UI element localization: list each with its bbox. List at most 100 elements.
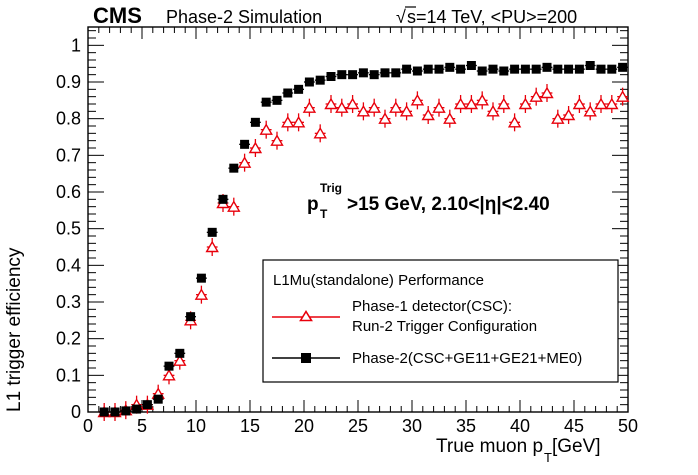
data-point-phase1 — [173, 354, 187, 366]
x-axis-title-unit: [GeV] — [552, 436, 601, 457]
axes: 0 5 10 15 20 25 30 35 40 45 50 0 0.1 0.2 0.3 0.4 0.5 0.6 0… — [56, 27, 638, 436]
data-point-phase1 — [551, 112, 565, 124]
data-point-phase1 — [605, 97, 619, 110]
data-point-phase2 — [207, 227, 217, 237]
y-tick-label: 1 — [71, 35, 81, 55]
y-tick-label: 0.1 — [56, 365, 81, 385]
data-point-phase2 — [423, 64, 433, 74]
data-point-phase1 — [443, 112, 457, 124]
data-point-phase1 — [227, 200, 241, 212]
legend-box — [262, 259, 619, 383]
legend-phase1-label-1: Phase-1 detector(CSC): — [352, 298, 512, 315]
y-tick-label: 0 — [71, 402, 81, 422]
legend-phase1-label-2: Run-2 Trigger Configuration — [352, 318, 537, 335]
data-point-phase2 — [499, 66, 509, 76]
data-point-phase1 — [194, 288, 209, 300]
data-point-phase2 — [261, 97, 271, 107]
data-point-phase2 — [186, 312, 196, 322]
data-point-phase1 — [291, 115, 306, 128]
data-point-phase2 — [412, 66, 422, 76]
data-point-phase2 — [250, 117, 260, 127]
data-point-phase1 — [421, 108, 435, 121]
annotation-cut: >15 GeV, 2.10<|η|<2.40 — [347, 194, 550, 215]
data-point-phase2 — [315, 75, 325, 85]
data-point-phase2 — [304, 77, 314, 87]
legend-phase2-label: Phase-2(CSC+GE11+GE21+ME0) — [352, 350, 582, 367]
data-point-phase2 — [510, 64, 520, 74]
data-point-phase2 — [132, 404, 142, 414]
data-point-phase2 — [542, 62, 552, 72]
header: CMS Phase-2 Simulation √ s=14 TeV, <PU>=… — [93, 3, 577, 28]
data-point-phase1 — [615, 90, 630, 102]
data-point-phase2 — [294, 84, 304, 94]
data-point-phase1 — [324, 97, 338, 110]
legend-phase1-marker — [299, 309, 313, 322]
y-tick-label: 0.2 — [56, 329, 81, 349]
x-tick-label: 30 — [402, 416, 422, 436]
data-point-phase2 — [402, 64, 412, 74]
x-axis-title: True muon p T [GeV] — [436, 436, 601, 465]
data-point-phase2 — [466, 61, 476, 70]
data-point-phase2 — [326, 72, 336, 81]
x-tick-label: 15 — [240, 416, 260, 436]
y-tick-label: 0.3 — [56, 292, 81, 312]
data-point-phase2 — [110, 407, 120, 417]
data-point-phase1 — [529, 90, 543, 102]
series-phase2 — [98, 61, 628, 417]
annotation-subscript: T — [320, 207, 328, 221]
data-point-phase1 — [399, 104, 414, 117]
data-point-phase1 — [507, 115, 522, 128]
data-point-phase2 — [358, 68, 368, 78]
x-tick-label: 50 — [618, 416, 638, 436]
data-point-phase1 — [486, 104, 500, 117]
data-point-phase1 — [313, 126, 327, 139]
data-point-phase2 — [434, 64, 444, 74]
data-point-phase1 — [302, 101, 317, 113]
legend-phase2-marker — [301, 353, 311, 363]
x-axis-title-subscript: T — [544, 450, 552, 465]
data-point-phase1 — [270, 134, 284, 146]
data-point-phase2 — [607, 64, 617, 74]
data-point-phase2 — [142, 400, 152, 410]
data-point-phase2 — [445, 62, 455, 72]
data-point-phase1 — [162, 368, 176, 381]
data-point-phase1 — [518, 97, 533, 110]
simulation-label: Phase-2 Simulation — [166, 7, 322, 27]
data-point-phase1 — [389, 101, 403, 113]
data-point-phase1 — [345, 97, 360, 110]
data-point-phase2 — [520, 64, 530, 74]
data-point-phase1 — [259, 123, 273, 135]
data-point-phase2 — [488, 64, 498, 74]
data-point-phase2 — [196, 273, 206, 283]
data-point-phase1 — [432, 101, 446, 113]
data-point-phase2 — [369, 70, 379, 80]
y-axis-title: L1 trigger efficiency — [4, 247, 25, 412]
data-point-phase1 — [237, 156, 252, 168]
legend: L1Mu(standalone) Performance Phase-1 det… — [262, 259, 619, 383]
data-point-phase2 — [240, 139, 250, 149]
data-point-phase1 — [356, 104, 371, 117]
data-point-phase2 — [175, 348, 185, 358]
x-tick-label: 25 — [348, 416, 368, 436]
data-point-phase2 — [121, 406, 131, 416]
data-point-phase1 — [561, 108, 576, 121]
data-point-phase2 — [272, 95, 282, 105]
data-point-phase1 — [572, 97, 587, 110]
data-point-phase2 — [337, 70, 347, 80]
data-point-phase1 — [248, 141, 263, 154]
data-point-phase2 — [380, 68, 390, 78]
data-point-phase2 — [596, 64, 606, 74]
x-tick-label: 45 — [564, 416, 584, 436]
data-point-phase1 — [497, 97, 511, 110]
data-point-phase2 — [553, 64, 563, 74]
y-tick-label: 0.4 — [56, 255, 81, 275]
legend-title: L1Mu(standalone) Performance — [273, 272, 484, 289]
data-point-phase1 — [205, 240, 219, 253]
data-point-phase2 — [391, 68, 401, 78]
data-point-phase2 — [153, 394, 163, 404]
data-point-phase1 — [453, 97, 468, 110]
annotation-p: p — [307, 194, 319, 215]
y-tick-label: 0.6 — [56, 182, 81, 202]
annotation-superscript: Trig — [320, 181, 342, 195]
